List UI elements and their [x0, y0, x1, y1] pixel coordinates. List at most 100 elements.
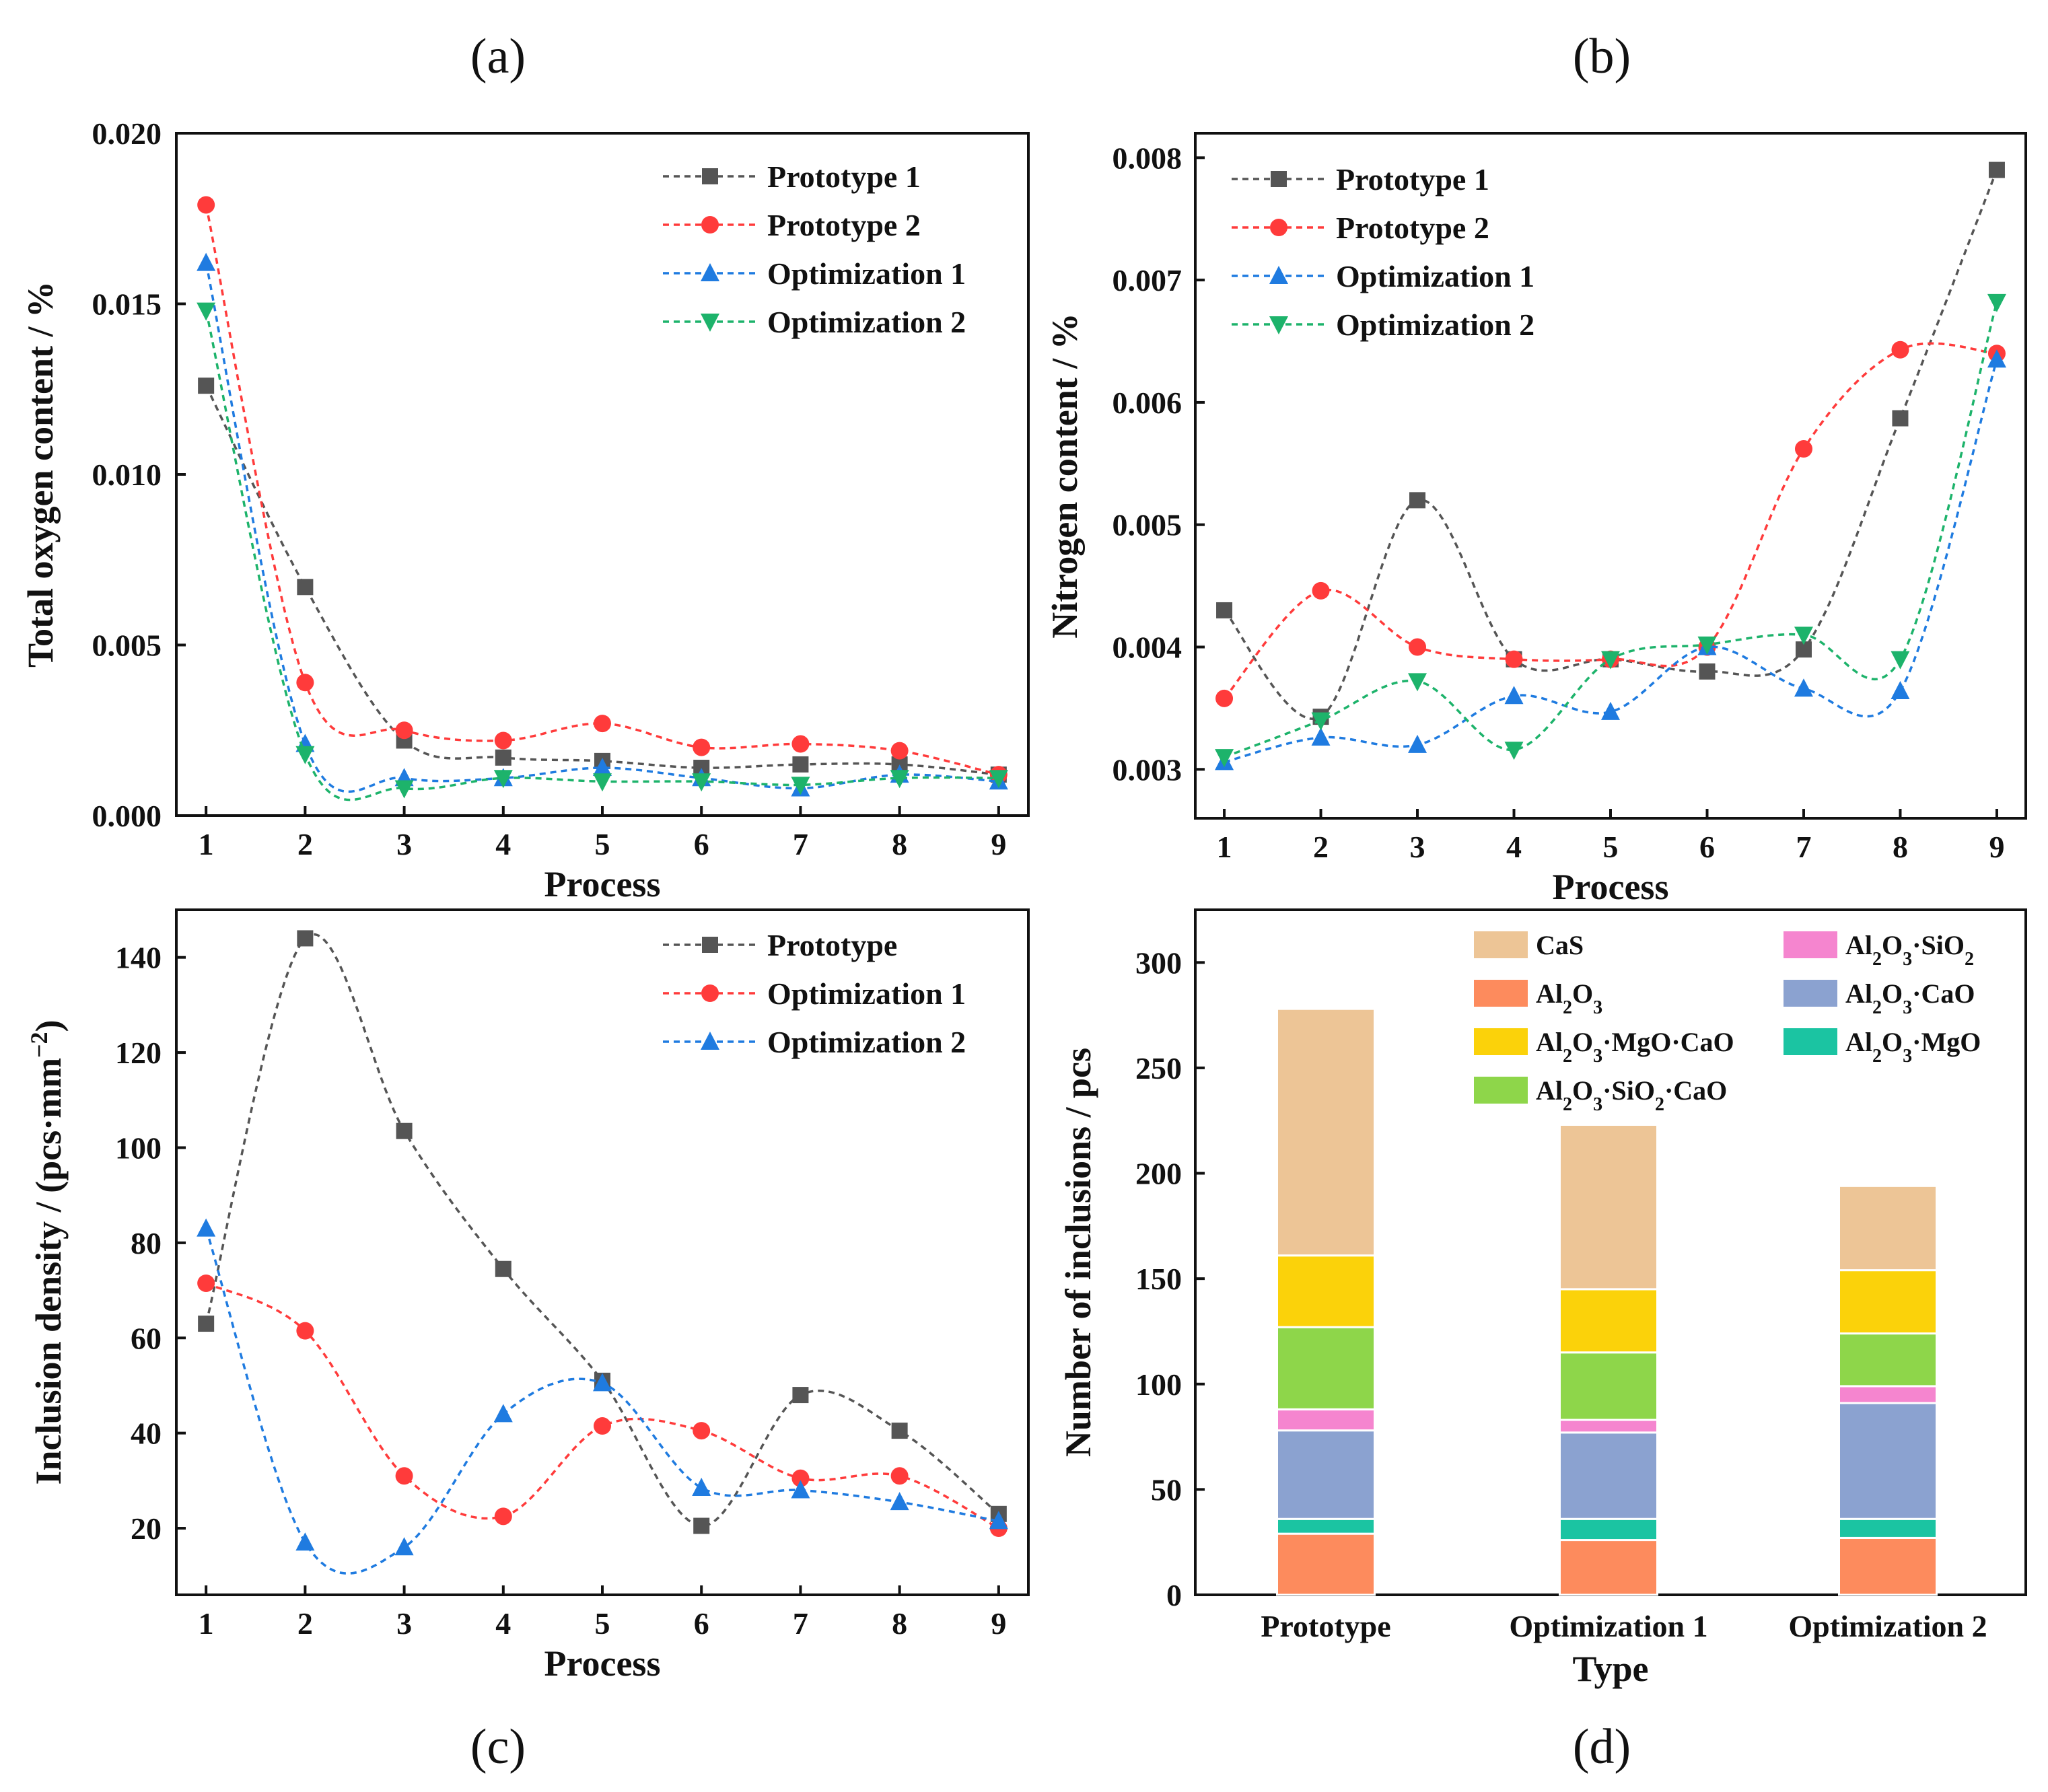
data-point [493, 1404, 513, 1423]
legend-label-part: Al [1845, 978, 1872, 1009]
data-point [693, 738, 711, 756]
legend-swatch [1784, 1028, 1837, 1055]
data-point [890, 770, 909, 789]
data-point [890, 742, 909, 760]
legend-swatch [1474, 1028, 1528, 1055]
bar-stack-prototype [1276, 1007, 1376, 1596]
data-point [692, 773, 711, 792]
data-point [1311, 727, 1331, 746]
x-tick-label: 8 [1893, 830, 1908, 864]
legend-label: Optimization 2 [1336, 308, 1534, 342]
legend-swatch [1474, 931, 1528, 958]
x-tick-label: 5 [1603, 830, 1619, 864]
data-point [594, 1417, 611, 1435]
data-point [1892, 410, 1909, 427]
data-point [1504, 686, 1524, 705]
data-point [493, 770, 513, 789]
x-tick-label: 6 [694, 827, 709, 861]
data-point [1601, 651, 1620, 670]
bar-segment [1838, 1402, 1938, 1520]
series-line [205, 1228, 999, 1575]
series-line [205, 933, 999, 1528]
legend-label-part: O [1572, 978, 1593, 1009]
x-tick-label: 1 [1217, 830, 1232, 864]
legend-marker [702, 937, 718, 953]
y-tick-label: 0 [1166, 1578, 1182, 1612]
data-point [1697, 636, 1717, 655]
data-point [594, 715, 611, 733]
y-tick-label: 140 [115, 941, 162, 975]
legend-label: Al2O3·MgO [1845, 1027, 1981, 1067]
legend-label-sub: 2 [1655, 1094, 1664, 1115]
x-tick-label: 9 [991, 1606, 1006, 1641]
legend-label-part: O [1882, 978, 1903, 1009]
data-point [394, 780, 414, 799]
data-point [891, 1423, 908, 1439]
y-tick-label: 60 [131, 1321, 162, 1355]
x-axis-label: Process [544, 864, 661, 904]
legend-label-part: ·SiO [1912, 930, 1965, 960]
x-tick-label: Optimization 2 [1788, 1609, 1987, 1643]
data-point [197, 302, 216, 321]
y-tick-label: 150 [1135, 1262, 1182, 1296]
y-axis-label-main: Nitrogen content / % [1045, 313, 1085, 638]
y-tick-label: 50 [1151, 1472, 1182, 1507]
bar-stack-optimization-2 [1838, 1184, 1938, 1596]
bar-segment [1276, 1254, 1376, 1328]
legend-label-part: ·CaO [1664, 1075, 1727, 1106]
legend-swatch [1474, 980, 1528, 1007]
bar-segment [1838, 1385, 1938, 1404]
x-tick-label: 1 [199, 1606, 214, 1641]
legend-label-sub: 3 [1593, 1094, 1602, 1115]
legend-label-part: Al [1845, 1027, 1872, 1057]
bar-segment [1559, 1431, 1658, 1520]
y-tick-label: 20 [131, 1511, 162, 1546]
bar-segment [1276, 1326, 1376, 1410]
data-point [791, 1469, 810, 1487]
legend-label: Al2O3·SiO2·CaO [1536, 1075, 1727, 1115]
series-line [1224, 301, 1998, 758]
series-line [1223, 342, 1998, 700]
bar-segment [1559, 1539, 1658, 1596]
bar-segment [1559, 1419, 1658, 1434]
bar-segment [1559, 1517, 1658, 1542]
x-tick-label: 9 [1989, 830, 2004, 864]
y-tick-label: 0.010 [92, 458, 162, 492]
data-point [198, 1316, 215, 1332]
legend-label: Optimization 1 [767, 256, 966, 291]
legend-label: Prototype 1 [1336, 162, 1489, 196]
legend-label-sub: 3 [1593, 1046, 1602, 1067]
series-optimization-2 [1215, 293, 2006, 768]
legend-label: Al2O3·MgO·CaO [1536, 1027, 1734, 1067]
data-point [693, 1422, 711, 1440]
y-axis-label-sup: −2 [26, 1032, 52, 1058]
data-point [295, 746, 315, 764]
panel-c-inclusion-density-chart: (c) 1 2 3 4 5 6 7 8 9 20 40 60 80 100 120 140 Process Incl… [26, 908, 1030, 1775]
data-point [197, 1274, 215, 1292]
legend-label-sub: 3 [1903, 1046, 1912, 1067]
x-tick-label: 9 [991, 827, 1006, 861]
y-axis-label-tail: ) [28, 1019, 69, 1032]
legend-label-sub: 2 [1965, 949, 1974, 970]
y-axis-label: Number of inclusions / pcs [1058, 1048, 1098, 1457]
data-point [394, 1537, 414, 1556]
x-tick-label: 6 [1699, 830, 1715, 864]
data-point [1312, 581, 1330, 600]
series-line [205, 262, 999, 793]
legend-label-part: CaS [1536, 930, 1584, 960]
x-tick-label: 3 [1410, 830, 1425, 864]
x-tick-label: 5 [595, 827, 610, 861]
data-point [1891, 341, 1909, 359]
data-point [692, 1477, 711, 1496]
bar-segment [1838, 1332, 1938, 1388]
data-point [791, 777, 810, 795]
y-axis-label-main: Total oxygen content / % [20, 281, 61, 668]
x-tick-label: Optimization 1 [1509, 1609, 1707, 1643]
data-point [395, 1467, 413, 1485]
legend-label: CaS [1536, 930, 1584, 960]
legend-label-sub: 2 [1563, 997, 1572, 1018]
data-point [890, 1467, 909, 1485]
data-point [1408, 734, 1427, 753]
legend-label-sub: 2 [1872, 949, 1882, 970]
